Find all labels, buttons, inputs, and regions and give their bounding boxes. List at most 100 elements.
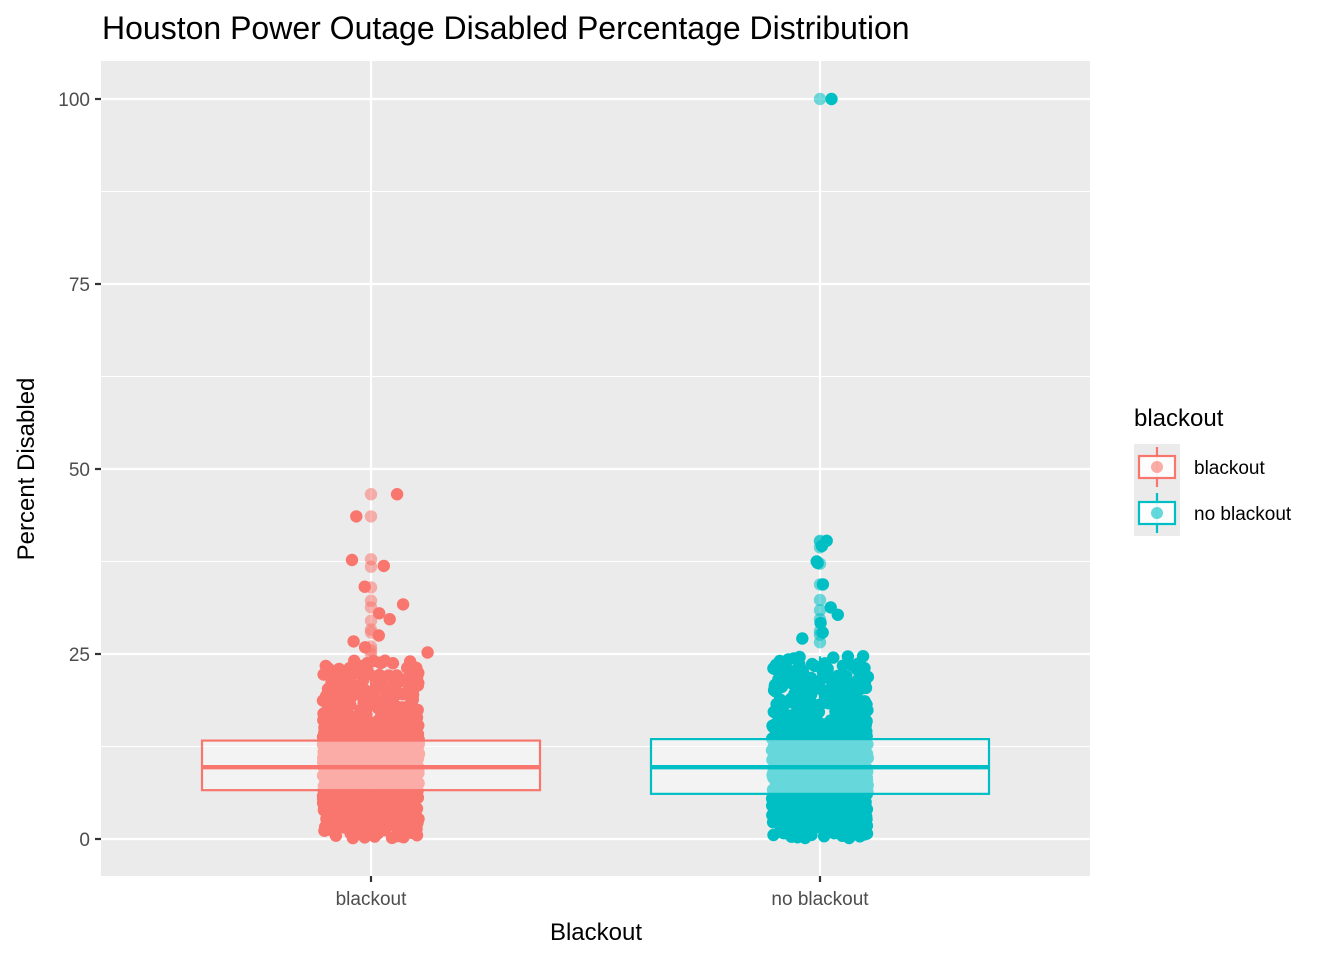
jitter-point xyxy=(836,659,850,672)
jitter-point xyxy=(339,801,352,815)
jitter-point xyxy=(333,689,347,702)
jitter-point xyxy=(321,718,335,731)
jitter-point xyxy=(403,662,416,675)
y-tick-label: 100 xyxy=(58,90,90,111)
jitter-point xyxy=(373,656,387,669)
jitter-point xyxy=(411,816,424,829)
legend-key-point xyxy=(1151,461,1163,473)
jitter-point xyxy=(860,827,874,840)
jitter-point xyxy=(370,680,384,694)
jitter-point xyxy=(356,706,370,720)
jitter-point xyxy=(396,797,409,810)
outlier-point xyxy=(350,510,363,523)
jitter-point xyxy=(395,674,409,688)
jitter-point xyxy=(860,813,873,826)
jitter-point xyxy=(358,683,371,697)
outlier-point xyxy=(347,635,360,648)
outlier-point xyxy=(831,608,844,621)
outlier-point xyxy=(364,488,378,501)
jitter-point xyxy=(777,711,790,724)
outlier-point xyxy=(796,632,809,645)
outlier-point xyxy=(364,560,378,573)
outlier-point xyxy=(383,613,396,626)
jitter-point xyxy=(847,705,860,718)
jitter-point xyxy=(342,710,355,723)
jitter-point xyxy=(351,811,364,824)
outlier-point xyxy=(813,541,827,554)
outlier-point xyxy=(811,556,824,570)
outlier-point xyxy=(813,92,827,106)
minor-gridlines xyxy=(101,190,1090,748)
jitter-point xyxy=(784,821,797,834)
jitter-point xyxy=(325,676,338,689)
jitter-point xyxy=(398,687,412,701)
legend-key-point xyxy=(1151,507,1163,519)
x-tick-label: blackout xyxy=(336,889,407,910)
jitter-point xyxy=(317,707,330,720)
outlier-point xyxy=(390,488,404,501)
jitter-point xyxy=(383,669,396,682)
jitter-point xyxy=(793,658,806,671)
outlier-point xyxy=(377,559,390,573)
jitter-point xyxy=(378,793,391,806)
jitter-point xyxy=(835,804,849,817)
jitter-point xyxy=(794,690,807,703)
jitter-point xyxy=(323,800,336,813)
jitter-point xyxy=(794,828,807,841)
jitter-point xyxy=(823,800,836,813)
jitter-point xyxy=(838,692,852,706)
jitter-point xyxy=(411,703,424,717)
chart-title: Houston Power Outage Disabled Percentage… xyxy=(102,10,910,46)
jitter-point xyxy=(833,707,846,720)
jitter-point xyxy=(378,824,392,837)
jitter-point xyxy=(803,712,816,726)
jitter-point xyxy=(783,799,796,812)
jitter-point xyxy=(387,812,401,825)
legend-label: no blackout xyxy=(1194,504,1292,525)
jitter-point xyxy=(783,696,796,709)
outlier-point xyxy=(856,650,870,663)
jitter-point xyxy=(842,831,856,845)
outlier-point xyxy=(364,647,378,661)
jitter-point xyxy=(798,805,811,818)
jitter-point xyxy=(389,829,403,843)
jitter-point xyxy=(847,796,861,809)
outlier-point xyxy=(396,598,410,611)
x-tick-label: no blackout xyxy=(771,889,869,910)
jitter-point xyxy=(346,831,360,845)
legend-label: blackout xyxy=(1194,458,1265,479)
y-axis: 0 25 50 75 100 xyxy=(58,90,101,851)
jitter-point xyxy=(821,662,834,675)
jitter-point xyxy=(782,653,795,666)
outlier-point xyxy=(825,92,838,106)
jitter-point xyxy=(332,811,345,825)
y-axis-title: Percent Disabled xyxy=(13,378,40,561)
jitter-point xyxy=(332,709,345,723)
jitter-point xyxy=(363,797,377,810)
major-gridlines xyxy=(101,61,1090,876)
jitter-point xyxy=(386,657,400,670)
outlier-point xyxy=(364,510,378,523)
jitter-point xyxy=(859,719,872,732)
outlier-point xyxy=(364,626,378,639)
jitter-point xyxy=(859,800,872,813)
jitter-point xyxy=(399,713,413,726)
legend: blackout blackout no blackout xyxy=(1134,405,1292,536)
x-axis: blackout no blackout xyxy=(336,876,869,910)
jitter-point xyxy=(347,660,361,673)
jitter-point xyxy=(861,704,874,717)
jitter-point xyxy=(396,701,410,714)
outlier-point xyxy=(421,646,434,659)
y-tick-label: 25 xyxy=(69,645,90,666)
jitter-point xyxy=(826,682,839,696)
jitter-point xyxy=(325,822,338,836)
y-tick-label: 50 xyxy=(69,460,90,481)
y-tick-label: 75 xyxy=(69,275,90,296)
jitter-point xyxy=(382,705,395,718)
legend-title: blackout xyxy=(1134,405,1224,432)
jitter-point xyxy=(766,816,780,829)
outlier-point xyxy=(358,580,371,593)
outlier-point xyxy=(816,578,830,591)
y-tick-label: 0 xyxy=(79,830,90,851)
